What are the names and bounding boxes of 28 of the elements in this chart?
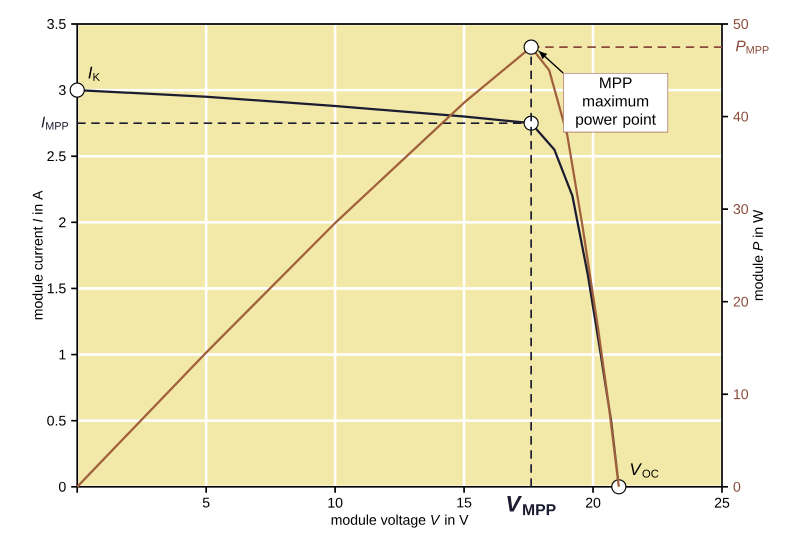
y2-tick-label: 0 [734, 482, 740, 492]
annotation: I$_{K}$ [88, 66, 100, 81]
y-tick-label: 2 [59, 217, 66, 228]
annotation: MPP maximum power point [576, 77, 656, 128]
y2-tick-label: 50 [734, 19, 748, 29]
y-tick-label: 1.5 [48, 284, 66, 294]
y2-tick-label: 40 [733, 112, 748, 122]
y-axis-title: module current I in A [32, 190, 43, 320]
x-tick-label: 10 [328, 498, 342, 508]
ref-line-label: V$_{MPP}$ [507, 496, 556, 516]
y2-axis-title: module P in W [752, 210, 763, 300]
annotation: V$_{OC}$ [630, 463, 658, 478]
ref-line-label: P$_{MPP}$ [736, 40, 769, 54]
x-tick-label: 25 [714, 498, 730, 508]
x-tick-label: 5 [202, 498, 210, 508]
y-tick-label: 3 [58, 85, 66, 96]
x-tick-label: 20 [586, 498, 600, 508]
y2-tick-label: 30 [733, 204, 748, 214]
y-tick-label: 3.5 [47, 19, 66, 29]
y-tick-label: 2.5 [47, 151, 66, 162]
x-axis-title: module voltage V in V [332, 514, 468, 528]
y-tick-label: 1 [60, 350, 66, 360]
y-tick-label: 0.5 [47, 416, 66, 426]
y2-tick-label: 20 [734, 296, 748, 307]
ref-line-label: I$_{MPP}$ [42, 116, 68, 130]
y2-tick-label: 10 [734, 389, 748, 400]
x-tick-label: 15 [457, 498, 472, 508]
y-tick-label: 0 [58, 482, 66, 492]
